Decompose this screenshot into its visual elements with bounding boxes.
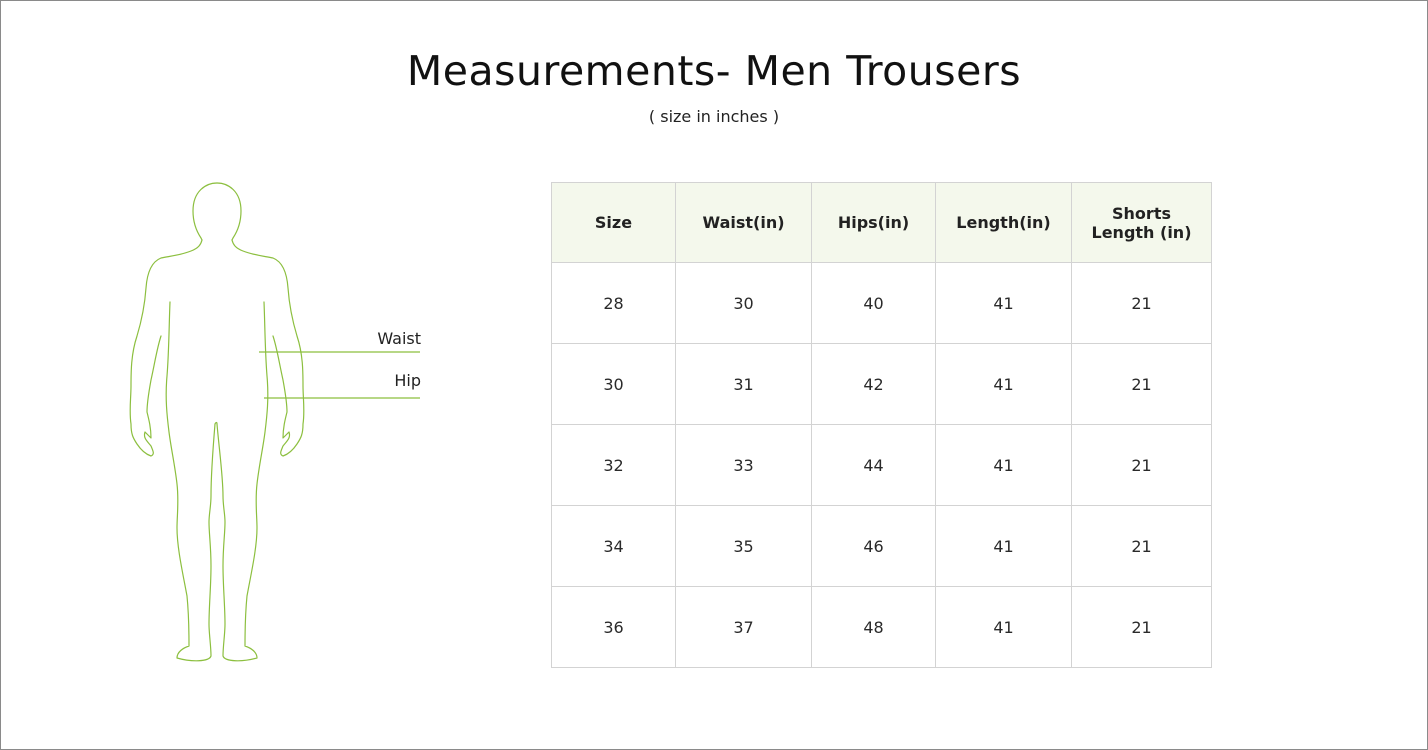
cell-waist: 35 [675,505,812,587]
cell-shorts-length: 21 [1071,424,1212,506]
header-shorts-length: Shorts Length (in) [1071,182,1212,263]
header-length: Length(in) [935,182,1072,263]
cell-shorts-length: 21 [1071,505,1212,587]
cell-length: 41 [935,262,1072,344]
cell-shorts-length: 21 [1071,262,1212,344]
header-size: Size [551,182,676,263]
cell-size: 28 [551,262,676,344]
cell-shorts-length: 21 [1071,343,1212,425]
cell-length: 41 [935,343,1072,425]
table-row: 28 30 40 41 21 [551,262,1212,344]
cell-waist: 30 [675,262,812,344]
cell-waist: 31 [675,343,812,425]
cell-hips: 48 [811,586,936,668]
header-waist: Waist(in) [675,182,812,263]
cell-size: 30 [551,343,676,425]
table-row: 30 31 42 41 21 [551,343,1212,425]
table-row: 36 37 48 41 21 [551,586,1212,668]
table-header-row: Size Waist(in) Hips(in) Length(in) Short… [551,182,1212,263]
size-table: Size Waist(in) Hips(in) Length(in) Short… [551,182,1212,668]
cell-size: 32 [551,424,676,506]
table-row: 34 35 46 41 21 [551,505,1212,587]
header-hips: Hips(in) [811,182,936,263]
hip-label: Hip [394,371,421,390]
cell-length: 41 [935,424,1072,506]
cell-hips: 44 [811,424,936,506]
cell-waist: 33 [675,424,812,506]
page-title: Measurements- Men Trousers [406,47,1022,95]
cell-shorts-length: 21 [1071,586,1212,668]
body-figure: Waist Hip [111,176,441,671]
waist-label: Waist [377,329,421,348]
cell-hips: 40 [811,262,936,344]
body-outline-icon [129,182,420,662]
table-row: 32 33 44 41 21 [551,424,1212,506]
page-subtitle: ( size in inches ) [648,107,780,126]
cell-hips: 42 [811,343,936,425]
cell-size: 36 [551,586,676,668]
cell-waist: 37 [675,586,812,668]
cell-hips: 46 [811,505,936,587]
cell-length: 41 [935,505,1072,587]
cell-size: 34 [551,505,676,587]
cell-length: 41 [935,586,1072,668]
